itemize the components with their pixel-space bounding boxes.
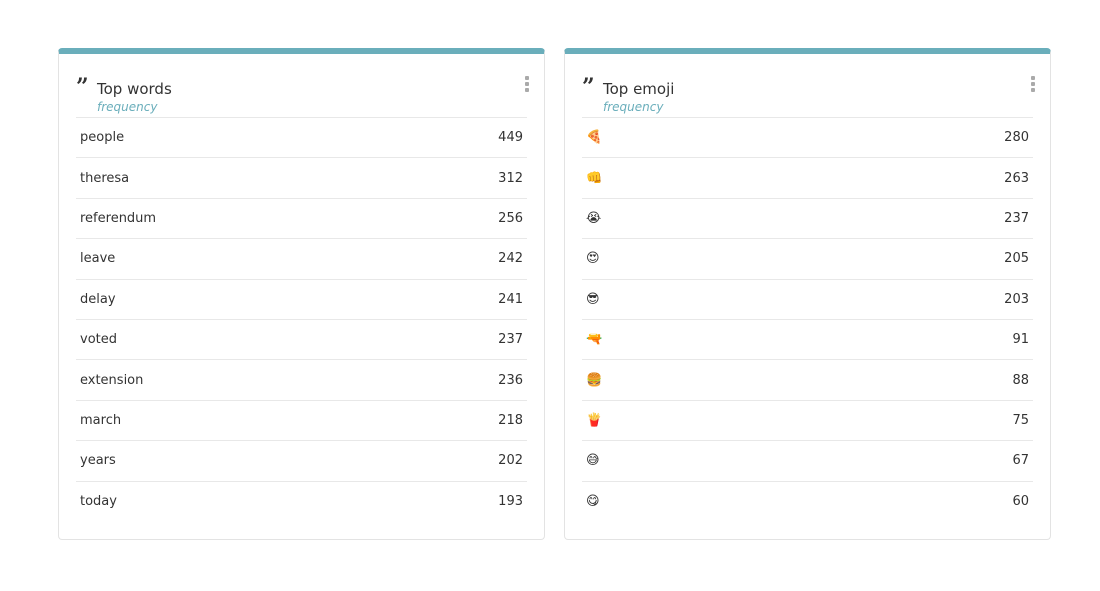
table-row: delay 241 — [76, 280, 527, 320]
row-label: 😎 — [586, 291, 600, 307]
menu-button[interactable] — [1030, 76, 1036, 92]
menu-button[interactable] — [524, 76, 530, 92]
row-count: 203 — [1004, 291, 1029, 307]
table-row: years 202 — [76, 441, 527, 482]
row-label: theresa — [80, 170, 130, 186]
table-row: 😎 203 — [582, 280, 1033, 320]
table-row: 🍕 280 — [582, 118, 1033, 159]
row-count: 449 — [498, 130, 523, 146]
panel-title: Top words — [97, 80, 172, 98]
table-row: 🍟 75 — [582, 401, 1033, 442]
row-count: 242 — [498, 251, 523, 267]
row-count: 280 — [1004, 130, 1029, 146]
row-label: people — [80, 130, 125, 146]
table: 🍕 280 👊 263 😭 237 😍 205 😎 203 🔫 91 🍔 88 🍟 75 😅 67 😋 60 — [582, 117, 1033, 522]
row-label: 👊 — [586, 170, 603, 186]
row-label: 🍟 — [586, 412, 603, 428]
table: people 449 theresa 312 referendum 256 leave 242… — [76, 117, 527, 522]
row-count: 237 — [1004, 210, 1029, 226]
table-row: 😅 67 — [582, 441, 1033, 482]
table-row: referendum 256 — [76, 199, 527, 240]
table-row: leave 242 — [76, 239, 527, 280]
row-label: 😋 — [586, 494, 600, 510]
table-row: people 449 — [76, 118, 527, 159]
table-row: 👊 263 — [582, 158, 1033, 199]
row-label: 😅 — [586, 453, 600, 469]
row-label: 🍔 — [586, 372, 603, 388]
table-row: today 193 — [76, 482, 527, 522]
row-count: 91 — [1012, 332, 1029, 348]
row-count: 67 — [1012, 453, 1029, 469]
row-count: 256 — [498, 210, 523, 226]
row-count: 88 — [1012, 372, 1029, 388]
quote-icon: ” — [582, 74, 595, 100]
panel-subtitle: frequency — [603, 100, 664, 114]
row-label: leave — [80, 251, 116, 267]
table-row: 🍔 88 — [582, 360, 1033, 401]
table-row: 😋 60 — [582, 482, 1033, 522]
row-count: 60 — [1012, 494, 1029, 510]
table-row: 🔫 91 — [582, 320, 1033, 361]
row-label: extension — [80, 372, 144, 388]
table-row: extension 236 — [76, 360, 527, 401]
row-label: delay — [80, 291, 116, 307]
row-label: 😍 — [586, 251, 600, 267]
table-row: voted 237 — [76, 320, 527, 361]
table-row: 😭 237 — [582, 199, 1033, 240]
panel: ” Top emoji frequency 🍕 280 👊 263 😭 237 😍 205 😎 203 🔫… — [564, 48, 1051, 540]
row-count: 75 — [1012, 412, 1029, 428]
quote-icon: ” — [76, 74, 89, 100]
panel-title: Top emoji — [603, 80, 675, 98]
table-row: march 218 — [76, 401, 527, 442]
row-count: 263 — [1004, 170, 1029, 186]
row-count: 237 — [498, 332, 523, 348]
row-label: 🔫 — [586, 332, 603, 348]
panel: ” Top words frequency people 449 theresa 312 re… — [58, 48, 545, 540]
panel-subtitle: frequency — [97, 100, 158, 114]
row-count: 202 — [498, 453, 523, 469]
row-count: 241 — [498, 291, 523, 307]
row-label: voted — [80, 332, 117, 348]
row-count: 193 — [498, 494, 523, 510]
row-label: today — [80, 494, 117, 510]
row-label: referendum — [80, 210, 157, 226]
row-label: march — [80, 412, 122, 428]
row-label: years — [80, 453, 116, 469]
table-row: theresa 312 — [76, 158, 527, 199]
row-count: 205 — [1004, 251, 1029, 267]
row-count: 236 — [498, 372, 523, 388]
row-label: 😭 — [586, 210, 602, 226]
row-count: 312 — [498, 170, 523, 186]
table-row: 😍 205 — [582, 239, 1033, 280]
row-label: 🍕 — [586, 130, 603, 146]
row-count: 218 — [498, 412, 523, 428]
